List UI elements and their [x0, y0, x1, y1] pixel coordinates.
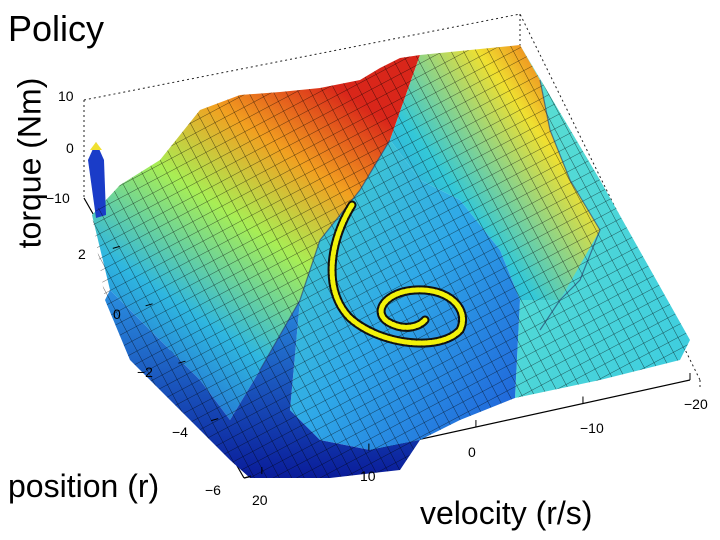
z-tick-label: 0: [66, 140, 74, 156]
z-axis-label: torque (Nm): [11, 77, 48, 249]
z-tick-label: 10: [58, 88, 74, 104]
z-tick-label: −10: [46, 190, 70, 206]
y-tick-label: −2: [137, 364, 153, 380]
y-tick-label: 0: [113, 306, 121, 322]
y-tick-mark: [112, 245, 120, 249]
x-tick-label: 20: [252, 492, 268, 508]
y-tick-mark: [211, 418, 219, 422]
chart-title: Policy: [8, 8, 105, 49]
x-axis-label: velocity (r/s): [420, 495, 593, 531]
y-tick-mark: [243, 475, 252, 479]
x-tick-label: 10: [360, 468, 376, 484]
x-tick-label: −20: [684, 396, 708, 412]
trajectory: [327, 200, 468, 348]
y-tick-mark: [178, 360, 186, 364]
y-tick-mark: [145, 303, 153, 307]
x-tick-label: −10: [580, 420, 604, 436]
surface: [88, 45, 690, 478]
surface-left-spike: [88, 142, 106, 218]
y-tick-label: −4: [172, 424, 188, 440]
x-tick-label: 0: [468, 444, 476, 460]
y-axis-label: position (r): [8, 468, 160, 504]
y-tick-label: 2: [78, 246, 86, 262]
y-tick-label: −6: [205, 482, 221, 498]
